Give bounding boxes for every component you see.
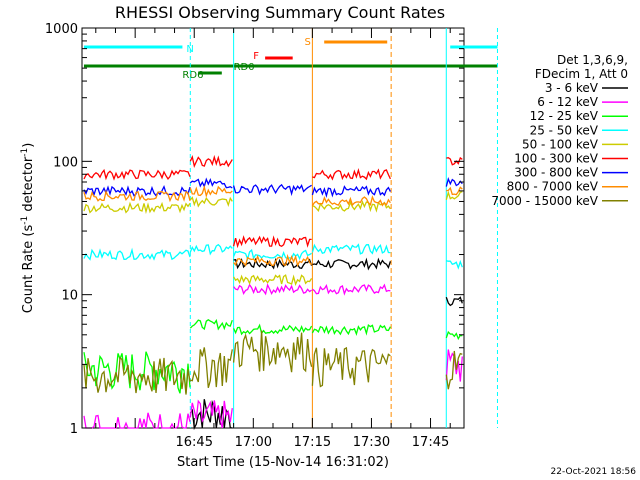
series-line (312, 167, 391, 181)
series-line (83, 412, 191, 429)
series-line (83, 247, 191, 261)
series-line (189, 318, 233, 331)
series-line (232, 330, 313, 373)
series-line (83, 189, 191, 203)
series-line (311, 243, 391, 255)
legend-label: 12 - 25 keV (530, 109, 599, 123)
y-tick-label: 1000 (45, 22, 78, 37)
series-line (445, 190, 463, 200)
series-line (189, 243, 233, 256)
series-line (233, 253, 313, 268)
flag-bars: NFSRD0RD6 (83, 37, 498, 81)
series-line (312, 200, 391, 213)
series-line (311, 195, 391, 207)
flag-label: RD6 (182, 70, 203, 81)
series-line (312, 257, 392, 271)
legend-label: 7000 - 15000 keV (491, 194, 598, 208)
series-line (189, 184, 233, 198)
series-line (445, 296, 463, 307)
plot-frame (81, 27, 465, 429)
x-tick-label: 17:15 (294, 435, 331, 450)
x-tick-label: 17:30 (353, 435, 390, 450)
series-line (233, 323, 313, 336)
series-line (446, 156, 463, 166)
series-line (445, 176, 463, 187)
series-line (233, 248, 312, 261)
x-tick-label: 17:45 (412, 435, 449, 450)
x-tick-label: 17:00 (235, 435, 272, 450)
series-line (233, 257, 313, 270)
series-line (233, 274, 313, 286)
x-axis: 16:45 17:00 17:15 17:30 17:45 (95, 28, 451, 450)
legend-header-1: Det 1,3,6,9, (557, 53, 628, 67)
legend-label: 25 - 50 keV (530, 123, 599, 137)
y-tick-label: 1 (70, 422, 78, 437)
legend-label: 3 - 6 keV (545, 81, 599, 95)
series-line (233, 283, 312, 296)
series-line (83, 356, 191, 395)
series-line (311, 346, 391, 388)
flag-label: S (305, 37, 311, 48)
legend: Det 1,3,6,9, FDecim 1, Att 0 3 - 6 keV6 … (491, 53, 628, 208)
series-line (232, 183, 312, 197)
series-line (446, 259, 463, 270)
legend-label: 300 - 800 keV (514, 166, 598, 180)
series-line (83, 201, 191, 215)
series-line (189, 196, 233, 208)
series-line (189, 154, 233, 169)
legend-label: 100 - 300 keV (514, 152, 598, 166)
series-line (445, 350, 463, 390)
series-line (189, 399, 233, 429)
flag-label: F (253, 51, 259, 62)
legend-label: 50 - 100 keV (522, 137, 599, 151)
y-tick-label: 10 (61, 289, 78, 304)
series-group (83, 154, 463, 431)
footer-timestamp: 22-Oct-2021 18:56 (551, 467, 637, 477)
event-lines (189, 28, 498, 428)
series-line (232, 235, 312, 249)
legend-header-2: FDecim 1, Att 0 (535, 67, 628, 81)
series-line (445, 330, 463, 341)
y-axis-label: Count Rate (s-1 detector-1) (20, 143, 36, 314)
series-line (311, 323, 391, 336)
x-axis-label: Start Time (15-Nov-14 16:31:02) (177, 455, 389, 470)
legend-label: 6 - 12 keV (537, 95, 599, 109)
y-tick-label: 100 (53, 155, 78, 170)
y-axis: 1 10 100 1000 (45, 22, 464, 437)
series-line (83, 168, 191, 181)
flag-label: RD0 (234, 62, 255, 73)
legend-label: 800 - 7000 keV (507, 180, 599, 194)
x-tick-label: 16:45 (176, 435, 213, 450)
series-line (189, 177, 233, 189)
series-line (190, 347, 233, 388)
series-line (311, 185, 391, 198)
series-line (311, 283, 391, 296)
chart-title: RHESSI Observing Summary Count Rates (115, 3, 445, 22)
series-line (446, 186, 463, 196)
